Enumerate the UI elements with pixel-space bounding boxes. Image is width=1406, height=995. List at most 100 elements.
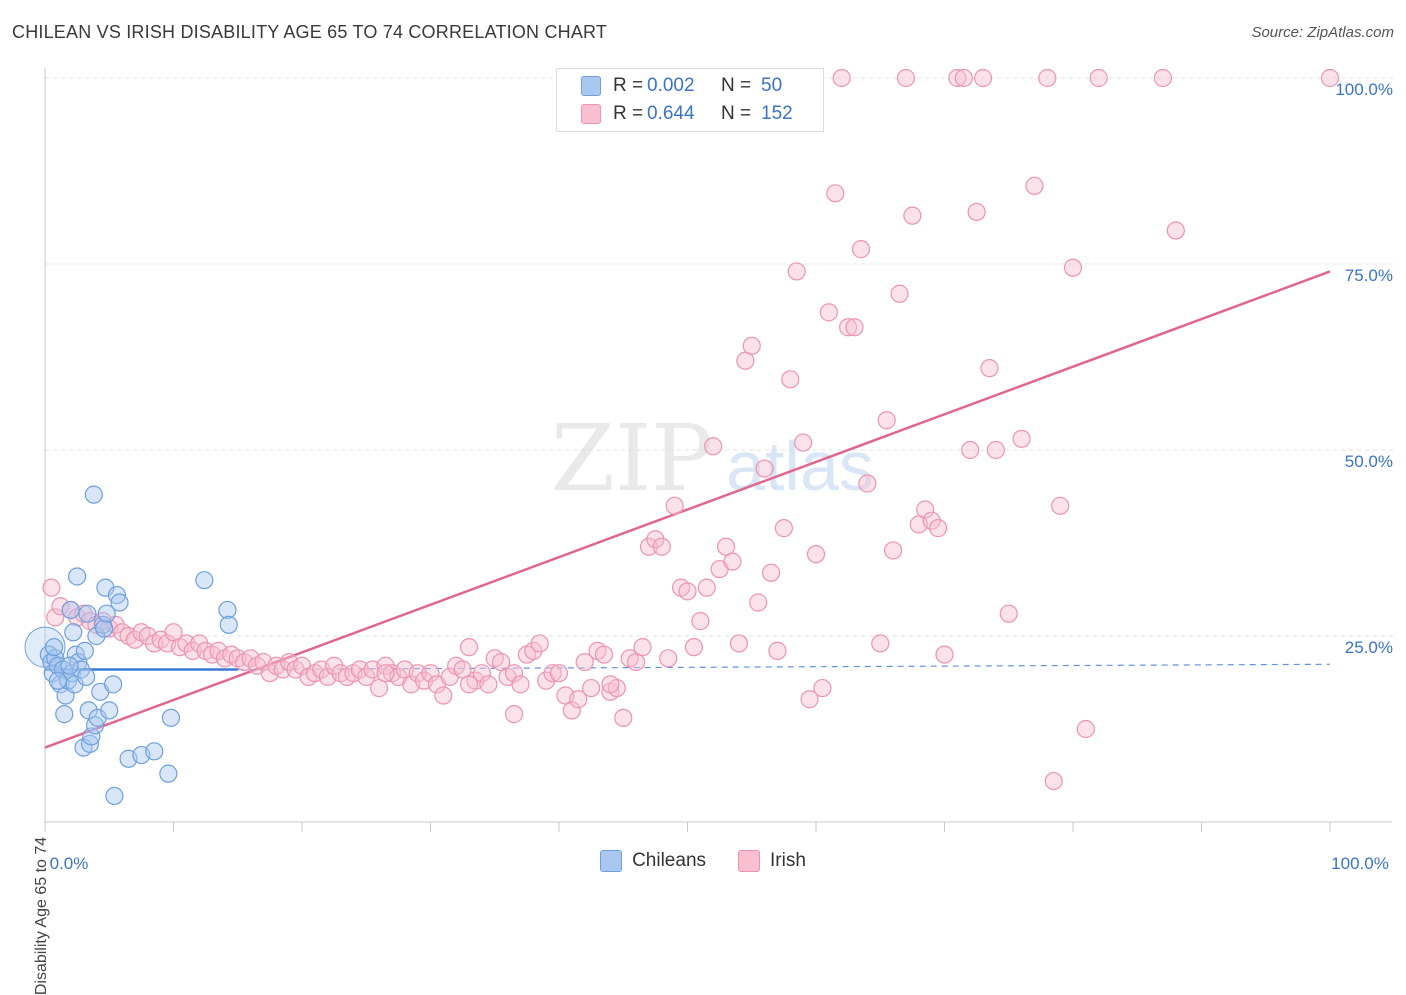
irish-point bbox=[614, 708, 633, 727]
legend-r-value: 0.002 bbox=[647, 75, 695, 96]
irish-point bbox=[845, 318, 864, 337]
irish-point bbox=[376, 656, 395, 675]
irish-point bbox=[839, 318, 858, 337]
chileans-point bbox=[75, 641, 94, 660]
irish-point bbox=[549, 664, 569, 683]
chart-title: CHILEAN VS IRISH DISABILITY AGE 65 TO 74… bbox=[12, 22, 608, 42]
irish-point bbox=[980, 359, 999, 378]
irish-point bbox=[1044, 771, 1063, 791]
irish-point bbox=[890, 284, 909, 303]
irish-point bbox=[350, 660, 369, 679]
irish-point bbox=[928, 519, 948, 538]
irish-point bbox=[916, 500, 935, 519]
irish-point bbox=[896, 68, 916, 88]
irish-point bbox=[806, 545, 826, 564]
x-tick-label: 0.0% bbox=[50, 854, 89, 873]
irish-legend-swatch bbox=[738, 850, 761, 872]
irish-point bbox=[922, 511, 941, 530]
chileans-point bbox=[55, 705, 74, 724]
irish-point bbox=[543, 664, 562, 683]
chileans-point bbox=[69, 652, 88, 672]
chileans-swatch bbox=[581, 76, 601, 96]
watermark-zip: ZIP bbox=[551, 405, 713, 512]
irish-point bbox=[1025, 176, 1044, 195]
irish-point bbox=[858, 474, 877, 493]
chileans-point bbox=[219, 615, 238, 634]
irish-point bbox=[1089, 68, 1108, 88]
chileans-point bbox=[61, 600, 80, 620]
chileans-point bbox=[195, 571, 214, 590]
legend-r-label: R = bbox=[613, 103, 644, 124]
legend-stats: R = 0.002 N = 50 R = 0.644 N = 152 bbox=[556, 68, 824, 132]
irish-point bbox=[883, 541, 903, 560]
irish-point bbox=[51, 597, 70, 616]
chileans-point bbox=[62, 664, 82, 683]
irish-point bbox=[562, 701, 581, 720]
chileans-point bbox=[82, 727, 101, 746]
irish-point bbox=[273, 660, 292, 679]
irish-swatch bbox=[581, 104, 601, 124]
irish-point bbox=[1051, 496, 1070, 515]
irish-point bbox=[999, 604, 1018, 623]
axes bbox=[44, 68, 1392, 832]
irish-point bbox=[935, 645, 954, 664]
chileans-point bbox=[110, 593, 129, 612]
irish-point bbox=[459, 675, 479, 694]
chileans-point bbox=[100, 701, 119, 720]
irish-point bbox=[781, 370, 800, 389]
chileans-point bbox=[87, 626, 106, 646]
irish-point bbox=[774, 519, 793, 538]
irish-point bbox=[948, 68, 967, 88]
series-legend: Chileans Irish bbox=[0, 850, 1406, 872]
watermark: ZIP atlas bbox=[551, 405, 874, 512]
irish-point bbox=[826, 184, 845, 203]
legend-item-chileans[interactable]: Chileans bbox=[600, 850, 706, 872]
y-tick-label: 75.0% bbox=[1345, 266, 1393, 285]
irish-point bbox=[524, 641, 543, 660]
irish-point bbox=[42, 578, 61, 597]
irish-point bbox=[973, 68, 993, 88]
irish-point bbox=[903, 206, 922, 225]
irish-point bbox=[459, 638, 479, 657]
chileans-point bbox=[218, 600, 237, 620]
irish-point bbox=[504, 664, 524, 683]
scatter-chart: ZIP atlas 25.0% 50.0% 75.0% 100.0% 0.0% 100.0… bbox=[24, 68, 1395, 873]
chileans-point bbox=[97, 604, 116, 623]
legend-row-irish: R = 0.644 N = 152 bbox=[557, 100, 793, 128]
chileans-point bbox=[161, 708, 181, 727]
irish-point bbox=[794, 433, 813, 452]
legend-item-irish[interactable]: Irish bbox=[738, 850, 806, 872]
irish-point bbox=[697, 578, 716, 597]
chileans-point bbox=[64, 623, 83, 642]
irish-point bbox=[961, 440, 980, 460]
watermark-atlas: atlas bbox=[726, 427, 874, 505]
irish-point bbox=[871, 634, 890, 653]
chileans-point bbox=[107, 585, 127, 605]
irish-point bbox=[575, 652, 594, 672]
irish-point bbox=[819, 303, 838, 322]
irish-point bbox=[1038, 68, 1057, 88]
chileans-point bbox=[80, 734, 100, 753]
x-tick-label: 100.0% bbox=[1331, 854, 1389, 873]
source-credit: Source: ZipAtlas.com bbox=[1251, 24, 1394, 41]
irish-point bbox=[723, 552, 742, 571]
irish-point bbox=[633, 638, 652, 657]
irish-point bbox=[704, 437, 723, 456]
irish-point bbox=[569, 690, 588, 709]
legend-r-value: 0.644 bbox=[647, 103, 695, 124]
irish-point bbox=[986, 440, 1006, 460]
chileans-point bbox=[44, 638, 64, 657]
y-tick-label: 25.0% bbox=[1345, 638, 1393, 657]
irish-point bbox=[678, 582, 697, 601]
irish-point bbox=[325, 656, 344, 675]
irish-point bbox=[755, 459, 774, 478]
irish-point bbox=[421, 664, 440, 683]
chileans-point bbox=[104, 675, 123, 694]
legend-n-label: N = bbox=[721, 75, 752, 96]
irish-point bbox=[594, 645, 614, 664]
irish-point bbox=[877, 411, 896, 430]
legend-n-label: N = bbox=[721, 103, 752, 124]
irish-point bbox=[787, 262, 806, 281]
trend-lines bbox=[44, 270, 1331, 749]
irish-point bbox=[729, 634, 749, 653]
